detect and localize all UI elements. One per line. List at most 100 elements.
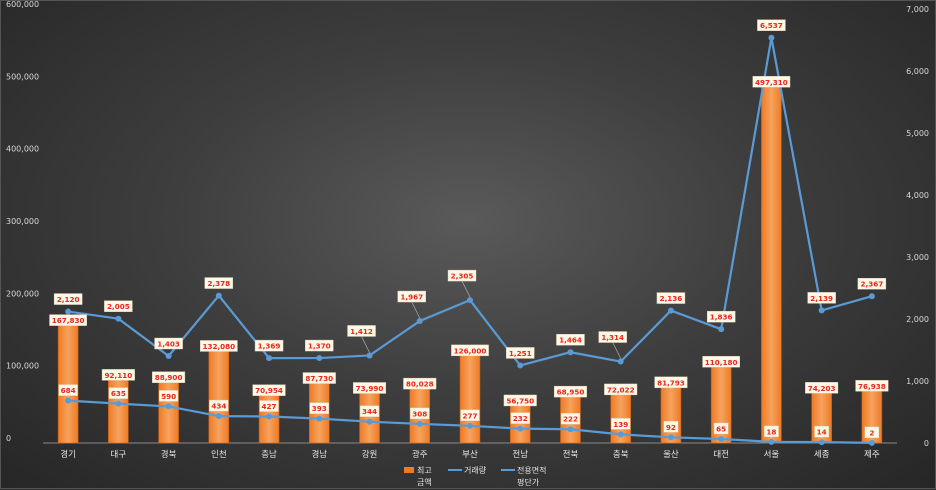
bar-data-label: 110,180 (702, 356, 740, 368)
data-label-text: 126,000 (454, 346, 487, 355)
line-point (115, 400, 122, 407)
data-label-box (864, 426, 880, 439)
y-left-tick-label: 400,000 (6, 145, 39, 154)
data-label-text: 497,310 (755, 78, 788, 87)
price-data-label: 2,120 (53, 293, 83, 305)
data-label-text: 70,954 (255, 386, 283, 395)
bar-data-label: 81,793 (654, 376, 688, 389)
x-category-label: 울산 (663, 449, 679, 460)
data-label-box (510, 412, 530, 424)
line-point (818, 307, 825, 314)
data-label-text: 2,378 (207, 279, 230, 288)
data-label-box (506, 347, 535, 359)
legend-bar-swatch (404, 467, 414, 473)
volume-data-label: 232 (510, 412, 530, 424)
line-point (266, 413, 273, 420)
price-data-label: 1,369 (254, 339, 284, 352)
line-point (617, 358, 624, 365)
data-label-box (152, 371, 186, 383)
x-category-label: 경북 (161, 449, 177, 460)
data-label-box (855, 380, 889, 392)
x-category-label: 충남 (261, 450, 277, 460)
line-point (617, 431, 624, 438)
bar-data-label: 73,990 (353, 382, 387, 394)
line-point (165, 403, 172, 410)
data-label-text: 68,950 (557, 388, 585, 397)
line-point (266, 355, 273, 362)
line-point (215, 292, 222, 299)
x-category-label: 제주 (864, 450, 880, 460)
volume-data-label: 393 (309, 402, 329, 414)
line-point (65, 308, 72, 315)
x-category-label: 경남 (311, 449, 327, 460)
bar (158, 378, 179, 444)
price-data-label: 2,136 (656, 292, 686, 304)
line-point (316, 355, 323, 362)
data-label-text: 2 (869, 428, 874, 437)
bar-data-label: 167,830 (49, 314, 87, 326)
data-label-text: 6,537 (760, 21, 783, 30)
data-label-box (503, 394, 537, 407)
price-data-label: 1,251 (506, 347, 535, 359)
data-label-text: 14 (817, 428, 827, 437)
data-label-text: 684 (61, 386, 76, 395)
bar (108, 376, 129, 444)
line-point (416, 318, 423, 325)
line-point (366, 418, 373, 425)
data-label-text: 344 (362, 407, 377, 416)
price-data-label: 1,967 (397, 290, 426, 303)
line-point (65, 397, 72, 404)
legend-price-label-2: 평단가 (517, 477, 540, 487)
y-right-tick-label: 5,000 (906, 129, 929, 138)
data-label-box (259, 400, 279, 412)
data-label-text: 167,830 (52, 316, 85, 325)
line-point (768, 34, 775, 41)
price-data-label: 2,005 (104, 300, 133, 312)
data-label-box (556, 334, 585, 346)
data-label-box (654, 376, 688, 389)
data-label-text: 1,464 (559, 336, 582, 345)
bar-data-label: 80,028 (403, 377, 437, 390)
x-category-label: 세종 (814, 450, 830, 460)
data-label-text: 2,005 (107, 302, 130, 311)
x-category-label: 대구 (111, 450, 127, 460)
data-label-text: 1,369 (258, 342, 281, 351)
data-label-box (49, 314, 87, 326)
line-point (416, 420, 423, 427)
data-label-box (706, 310, 736, 323)
data-label-box (108, 387, 128, 399)
volume-data-label: 277 (460, 409, 480, 422)
data-label-text: 73,990 (356, 384, 384, 393)
data-label-box (410, 407, 430, 420)
y-right-tick-label: 0 (924, 439, 929, 448)
x-category-label: 전남 (512, 449, 528, 460)
data-label-box (805, 382, 839, 394)
data-label-text: 74,203 (808, 384, 836, 393)
price-data-label: 6,537 (757, 19, 786, 31)
volume-data-label: 139 (611, 418, 631, 430)
line-point (467, 422, 473, 429)
data-label-box (347, 325, 376, 337)
data-label-text: 635 (111, 389, 126, 398)
bar-data-label: 88,900 (152, 371, 186, 383)
data-label-text: 87,730 (305, 374, 333, 383)
data-label-box (560, 413, 581, 425)
price-data-label: 2,305 (447, 269, 477, 282)
data-label-text: 72,022 (607, 385, 635, 394)
y-left-tick-label: 0 (6, 434, 11, 443)
line-point (667, 434, 674, 441)
bar (57, 321, 79, 444)
data-label-text: 434 (211, 402, 226, 411)
bar-data-label: 132,080 (200, 340, 238, 352)
data-label-box (752, 76, 791, 88)
data-label-text: 18 (766, 427, 776, 436)
price-per-area-line (67, 36, 873, 367)
data-label-text: 139 (613, 420, 628, 429)
y-left-tick-label: 600,000 (6, 1, 39, 9)
line-point (818, 439, 825, 446)
data-label-box (403, 377, 437, 390)
bar (208, 347, 230, 444)
x-category-label: 서울 (764, 450, 780, 460)
data-label-box (814, 425, 829, 438)
data-label-box (200, 340, 238, 352)
